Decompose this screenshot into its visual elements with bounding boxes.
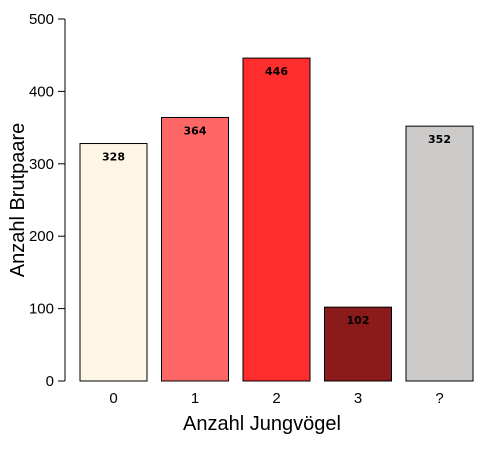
bar-value-label: 446 bbox=[265, 65, 288, 78]
bar-value-label: 102 bbox=[347, 314, 370, 327]
bar-1 bbox=[161, 116, 229, 382]
bar-value-label: 364 bbox=[184, 124, 207, 137]
y-tick-label: 0 bbox=[46, 373, 54, 390]
y-tick-label: 100 bbox=[29, 301, 54, 318]
bars: 328 364 446 102 352 bbox=[79, 57, 474, 382]
x-axis-ticks: 0 1 2 3? bbox=[109, 390, 443, 407]
bar-value-label: 328 bbox=[102, 151, 125, 164]
x-tick-label: 1 bbox=[191, 390, 199, 407]
bar-2 bbox=[242, 57, 311, 382]
bar-? bbox=[405, 125, 474, 382]
x-axis-title: Anzahl Jungvögel bbox=[183, 413, 341, 435]
y-tick-label: 300 bbox=[29, 156, 54, 173]
bar-0 bbox=[79, 143, 148, 382]
x-tick-label: ? bbox=[435, 390, 443, 407]
y-axis: 0 100 200 300 400 500 bbox=[29, 11, 66, 390]
bar-3 bbox=[324, 306, 392, 382]
x-tick-label: 2 bbox=[272, 390, 280, 407]
y-tick-label: 500 bbox=[29, 11, 54, 28]
y-tick-label: 400 bbox=[29, 83, 54, 100]
y-axis-title: Anzahl Brutpaare bbox=[7, 123, 29, 278]
bar-value-label: 352 bbox=[428, 133, 451, 146]
y-tick-label: 200 bbox=[29, 228, 54, 245]
x-tick-label: 3 bbox=[354, 390, 362, 407]
x-tick-label: 0 bbox=[109, 390, 117, 407]
